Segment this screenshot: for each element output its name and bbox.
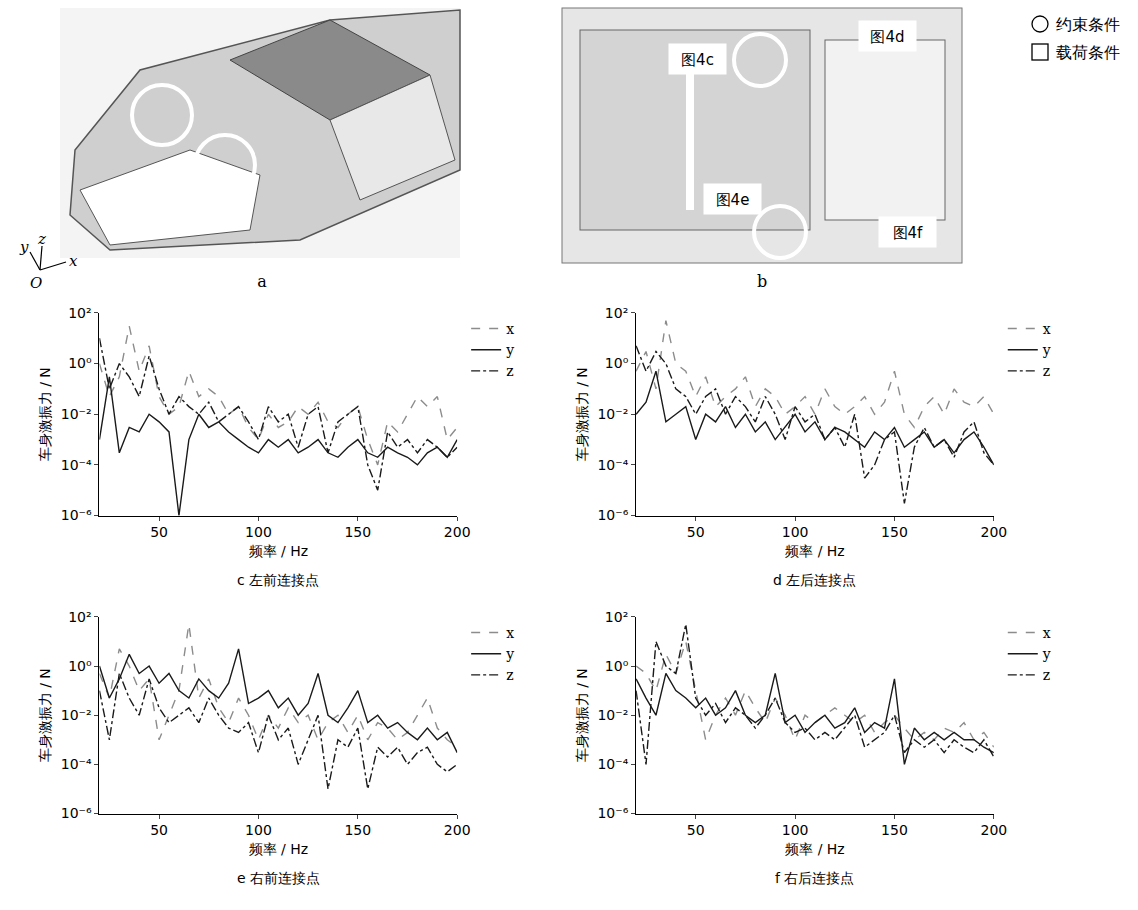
svg-text:150: 150 [344, 822, 371, 838]
svg-text:200: 200 [444, 524, 471, 540]
svg-text:200: 200 [980, 822, 1007, 838]
svg-text:y: y [1042, 342, 1051, 358]
svg-text:x: x [506, 625, 514, 641]
svg-text:50: 50 [150, 524, 168, 540]
svg-text:z: z [506, 667, 513, 683]
svg-text:50: 50 [687, 524, 705, 540]
svg-text:150: 150 [881, 822, 908, 838]
svg-text:150: 150 [344, 524, 371, 540]
svg-text:10⁻⁴: 10⁻⁴ [597, 457, 628, 473]
svg-text:约束条件: 约束条件 [1056, 15, 1120, 34]
svg-text:10⁰: 10⁰ [68, 658, 92, 674]
svg-text:载荷条件: 载荷条件 [1056, 43, 1120, 62]
svg-text:图4e: 图4e [716, 191, 750, 209]
svg-text:O: O [30, 274, 42, 292]
svg-text:10⁰: 10⁰ [605, 658, 629, 674]
svg-text:车身激振力 / N: 车身激振力 / N [37, 367, 53, 461]
svg-text:f 右后连接点: f 右后连接点 [775, 870, 854, 886]
svg-text:图4f: 图4f [893, 224, 924, 242]
svg-text:10⁻²: 10⁻² [597, 707, 628, 723]
svg-text:b: b [757, 272, 767, 291]
svg-text:车身激振力 / N: 车身激振力 / N [574, 367, 590, 461]
svg-text:z: z [37, 230, 46, 248]
svg-text:150: 150 [881, 524, 908, 540]
svg-text:100: 100 [245, 524, 272, 540]
svg-text:10⁻⁶: 10⁻⁶ [61, 507, 92, 523]
svg-text:x: x [506, 321, 514, 337]
svg-text:z: z [506, 363, 513, 379]
svg-text:c 左前连接点: c 左前连接点 [237, 572, 319, 588]
svg-text:z: z [1043, 667, 1050, 683]
svg-text:y: y [505, 342, 514, 358]
svg-text:d 左后连接点: d 左后连接点 [773, 572, 856, 588]
svg-text:图4c: 图4c [681, 51, 714, 69]
svg-text:图4d: 图4d [870, 28, 904, 46]
svg-text:100: 100 [782, 822, 809, 838]
svg-text:10⁻⁴: 10⁻⁴ [61, 756, 92, 772]
svg-text:100: 100 [245, 822, 272, 838]
svg-text:10⁻⁴: 10⁻⁴ [61, 457, 92, 473]
svg-text:10⁻⁶: 10⁻⁶ [597, 507, 628, 523]
svg-text:10²: 10² [605, 305, 628, 321]
svg-text:e 右前连接点: e 右前连接点 [237, 870, 320, 886]
svg-text:10²: 10² [68, 305, 91, 321]
svg-text:10⁰: 10⁰ [68, 355, 92, 371]
svg-text:10⁻²: 10⁻² [61, 707, 92, 723]
svg-text:x: x [1043, 625, 1051, 641]
svg-text:200: 200 [444, 822, 471, 838]
svg-text:10²: 10² [68, 609, 91, 625]
svg-text:200: 200 [980, 524, 1007, 540]
svg-text:10²: 10² [605, 609, 628, 625]
svg-text:车身激振力 / N: 车身激振力 / N [37, 668, 53, 762]
svg-text:10⁻⁶: 10⁻⁶ [597, 805, 628, 821]
svg-text:50: 50 [687, 822, 705, 838]
svg-text:频率 / Hz: 频率 / Hz [249, 543, 309, 559]
svg-text:频率 / Hz: 频率 / Hz [249, 841, 309, 857]
svg-text:10⁰: 10⁰ [605, 355, 629, 371]
svg-text:10⁻²: 10⁻² [61, 406, 92, 422]
svg-text:x: x [69, 252, 78, 270]
svg-text:y: y [1042, 646, 1051, 662]
svg-text:50: 50 [150, 822, 168, 838]
svg-text:频率 / Hz: 频率 / Hz [785, 841, 845, 857]
svg-text:10⁻⁴: 10⁻⁴ [597, 756, 628, 772]
svg-text:x: x [1043, 321, 1051, 337]
svg-text:y: y [19, 238, 29, 256]
svg-text:频率 / Hz: 频率 / Hz [785, 543, 845, 559]
svg-text:10⁻⁶: 10⁻⁶ [61, 805, 92, 821]
svg-text:y: y [505, 646, 514, 662]
svg-text:车身激振力 / N: 车身激振力 / N [574, 668, 590, 762]
svg-text:10⁻²: 10⁻² [597, 406, 628, 422]
svg-text:100: 100 [782, 524, 809, 540]
svg-text:z: z [1043, 363, 1050, 379]
svg-text:a: a [257, 272, 267, 291]
